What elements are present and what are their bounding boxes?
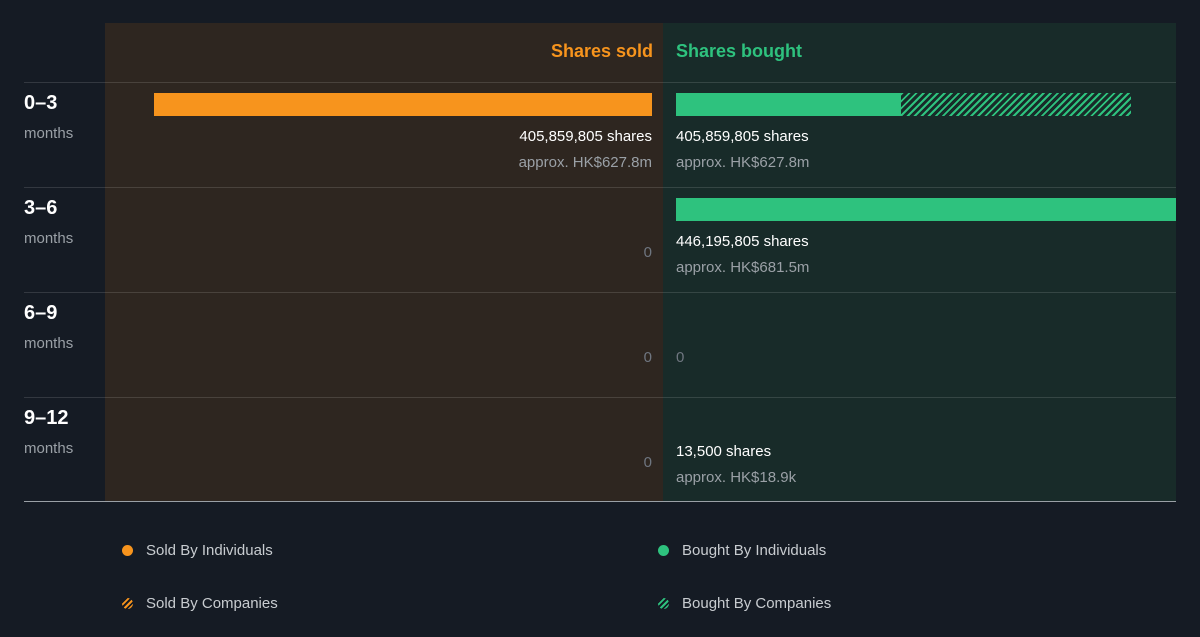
period-label: 6–9 — [24, 302, 58, 324]
legend-item-label[interactable]: Sold By Companies — [146, 595, 278, 612]
sold-shares-value: 0 — [643, 349, 652, 366]
period-label: 9–12 — [24, 407, 69, 429]
bought-approx-value: approx. HK$681.5m — [676, 259, 810, 276]
sold-shares-value: 405,859,805 shares — [519, 128, 652, 145]
period-unit: months — [24, 440, 74, 457]
row-divider — [24, 82, 1176, 83]
bought-by-companies-bar[interactable] — [901, 93, 1131, 116]
bought-by-individuals-bar[interactable] — [676, 198, 1176, 221]
period-label: 0–3 — [24, 92, 58, 114]
period-unit: months — [24, 125, 74, 142]
bought-by-individuals-bar[interactable] — [676, 93, 902, 116]
bought-shares-value: 446,195,805 shares — [676, 233, 809, 250]
sold-by-individuals-bar[interactable] — [154, 93, 652, 116]
sold-approx-value: approx. HK$627.8m — [518, 154, 652, 171]
bought-shares-value: 405,859,805 shares — [676, 128, 809, 145]
shares-bought-header: Shares bought — [676, 41, 803, 61]
legend-item-label[interactable]: Bought By Companies — [682, 595, 832, 612]
legend-hatched-dot-icon — [122, 598, 133, 609]
chart-baseline — [24, 501, 1176, 502]
row-divider — [24, 187, 1176, 188]
legend-item-label[interactable]: Sold By Individuals — [146, 542, 273, 559]
period-label: 3–6 — [24, 197, 58, 219]
row-divider — [24, 397, 1176, 398]
sold-shares-value: 0 — [643, 244, 652, 261]
legend-hatched-dot-icon — [658, 598, 669, 609]
row-divider — [24, 292, 1176, 293]
bought-shares-value: 13,500 shares — [676, 443, 772, 460]
shares-sold-header: Shares sold — [550, 41, 653, 61]
bought-shares-value: 0 — [676, 349, 685, 366]
legend-dot-icon — [658, 545, 669, 556]
bought-approx-value: approx. HK$18.9k — [676, 469, 797, 486]
legend-dot-icon — [122, 545, 133, 556]
period-unit: months — [24, 335, 74, 352]
legend-item-label[interactable]: Bought By Individuals — [682, 542, 827, 559]
bought-approx-value: approx. HK$627.8m — [676, 154, 810, 171]
period-unit: months — [24, 230, 74, 247]
sold-shares-value: 0 — [643, 454, 652, 471]
